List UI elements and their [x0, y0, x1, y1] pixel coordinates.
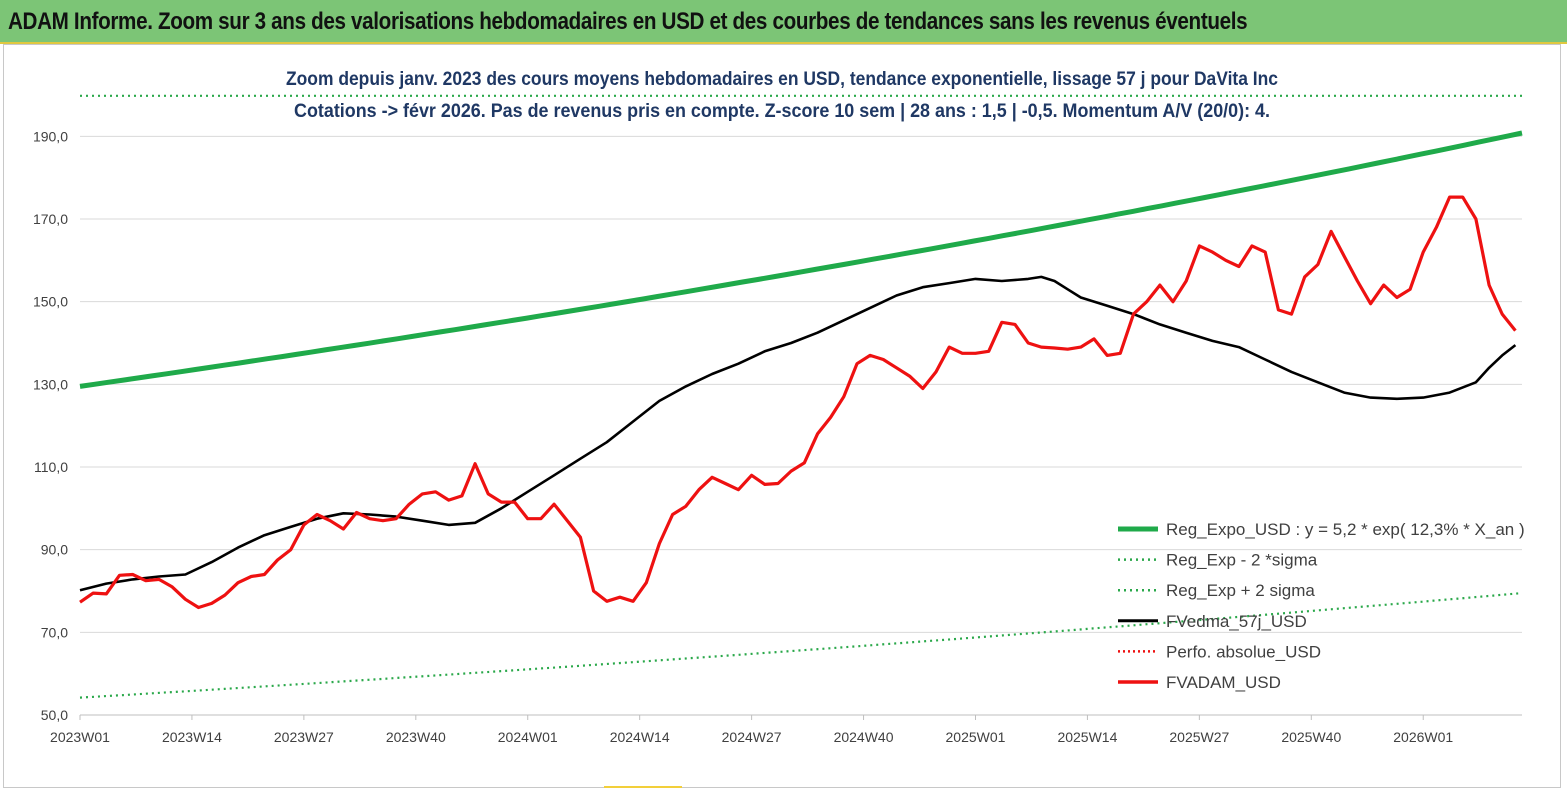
x-tick-label: 2025W40: [1281, 729, 1341, 745]
x-tick-label: 2025W14: [1057, 729, 1117, 745]
legend-label: Reg_Exp - 2 *sigma: [1166, 551, 1318, 570]
y-tick-label: 150,0: [33, 294, 68, 310]
y-tick-label: 70,0: [41, 624, 68, 640]
x-tick-label: 2024W27: [722, 729, 782, 745]
page-title: ADAM Informe. Zoom sur 3 ans des valoris…: [8, 8, 1248, 35]
y-tick-label: 110,0: [34, 459, 68, 475]
x-tick-label: 2024W14: [610, 729, 670, 745]
title-bar: ADAM Informe. Zoom sur 3 ans des valoris…: [0, 0, 1567, 44]
x-tick-label: 2023W40: [386, 729, 446, 745]
legend-label: Reg_Exp + 2 sigma: [1166, 581, 1315, 600]
y-tick-label: 130,0: [33, 376, 68, 392]
series-reg-expo-usd: [79, 130, 1523, 389]
legend-label: Reg_Expo_USD : y = 5,2 * exp( 12,3% * X_…: [1166, 520, 1525, 539]
y-tick-label: 170,0: [33, 211, 68, 227]
chart-frame: [3, 44, 1561, 788]
bottom-marker: [604, 786, 682, 788]
x-tick-label: 2026W01: [1393, 729, 1453, 745]
x-tick-label: 2023W14: [162, 729, 222, 745]
x-tick-label: 2023W27: [274, 729, 334, 745]
x-tick-label: 2024W40: [834, 729, 894, 745]
x-tick-label: 2024W01: [498, 729, 558, 745]
y-tick-label: 50,0: [41, 707, 68, 723]
x-tick-label: 2023W01: [50, 729, 110, 745]
legend-label: FVedma_57j_USD: [1166, 612, 1307, 631]
y-tick-label: 90,0: [41, 542, 68, 558]
y-tick-label: 190,0: [33, 128, 68, 144]
series-fvadam: [79, 195, 1517, 610]
x-tick-label: 2025W01: [946, 729, 1006, 745]
series-fvedma: [79, 275, 1517, 592]
legend-label: FVADAM_USD: [1166, 673, 1281, 692]
legend-label: Perfo. absolue_USD: [1166, 642, 1321, 661]
legend: Reg_Expo_USD : y = 5,2 * exp( 12,3% * X_…: [1118, 520, 1525, 692]
series-layer: [79, 94, 1523, 699]
series-reg-exp-minus-2-sigma: [79, 592, 1523, 699]
x-tick-label: 2025W27: [1169, 729, 1229, 745]
axes: 50,0 70,0 90,0 110,0 130,0 150,0 170,0 190,0 202…: [33, 128, 1522, 745]
chart-subtitle-line1: Zoom depuis janv. 2023 des cours moyens …: [286, 69, 1278, 90]
chart-subtitle-line2: Cotations -> févr 2026. Pas de revenus p…: [294, 101, 1270, 122]
